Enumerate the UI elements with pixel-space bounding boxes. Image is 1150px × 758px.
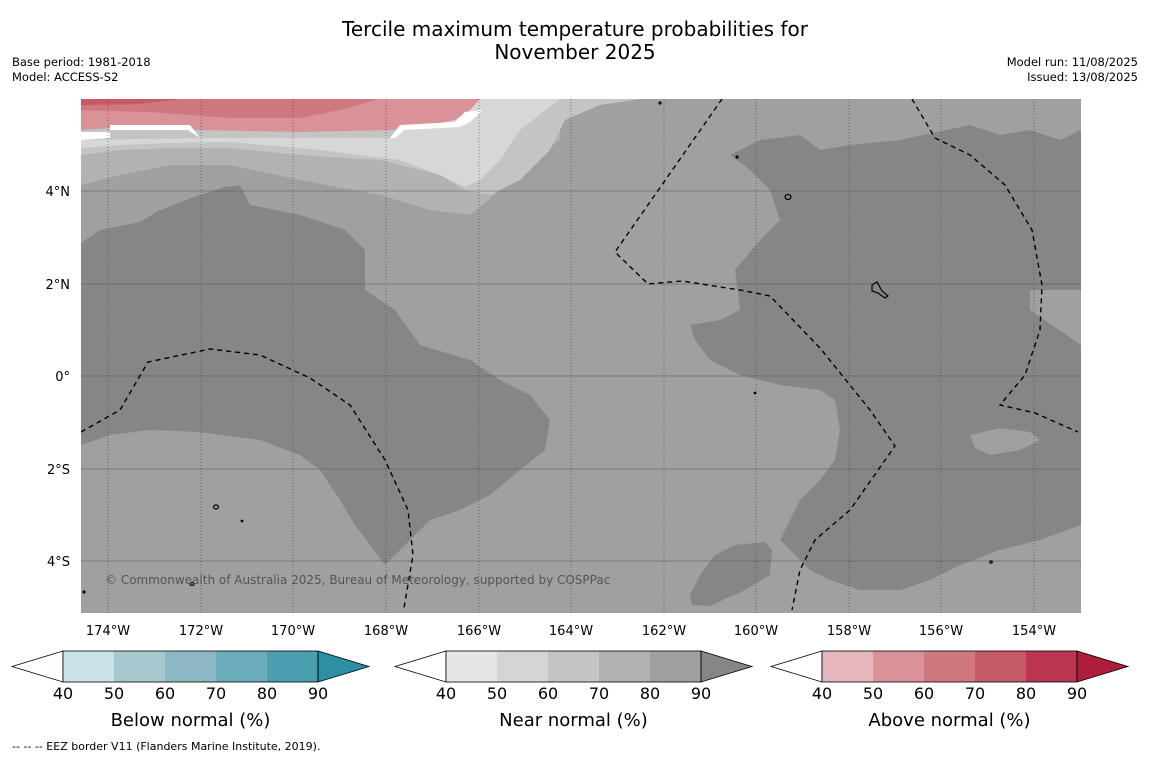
above-normal-60-70-region (81, 99, 380, 118)
near-normal-colorbar-tick: 90 (691, 684, 711, 703)
near-normal-70-80-south-patch (690, 542, 772, 606)
below-normal-colorbar-tick: 80 (257, 684, 277, 703)
lon-label-156w: 156°W (919, 624, 963, 639)
lon-label-170w: 170°W (271, 624, 315, 639)
below-normal-colorbar-tick: 40 (53, 684, 73, 703)
near-normal-colorbar-tick: 60 (538, 684, 558, 703)
lat-label-2n: 2°N (46, 278, 71, 293)
lon-label-154w: 154°W (1012, 624, 1056, 639)
longitude-labels: 174°W 172°W 170°W 168°W 166°W 164°W 162°… (86, 624, 1056, 639)
above-normal-colorbar-tick: 70 (965, 684, 985, 703)
eez-borders (81, 99, 1079, 611)
above-normal-colorbar-tick: 80 (1016, 684, 1036, 703)
chart-title: Tercile maximum temperature probabilitie… (0, 18, 1150, 64)
lat-label-4s: 4°S (47, 555, 70, 570)
lon-label-162w: 162°W (642, 624, 686, 639)
title-line-1: Tercile maximum temperature probabilitie… (342, 17, 808, 41)
above-normal-colorbar-segment (822, 651, 873, 682)
above-normal-colorbar-label: Above normal (%) (868, 710, 1030, 731)
lon-label-164w: 164°W (549, 624, 593, 639)
eez-footnote: -- -- -- EEZ border V11 (Flanders Marine… (12, 740, 321, 753)
below-normal-colorbar-segment (63, 651, 114, 682)
below-normal-colorbar-segment (114, 651, 165, 682)
copyright-notice: © Commonwealth of Australia 2025, Bureau… (105, 573, 610, 587)
above-normal-colorbar-segment (873, 651, 924, 682)
below-normal-colorbar-label: Below normal (%) (111, 710, 271, 731)
above-normal-colorbar-tick: 50 (863, 684, 883, 703)
above-normal-70-80-region (81, 99, 180, 105)
near-normal-70-80-east-region (690, 125, 1081, 590)
latitude-gridlines (81, 190, 1081, 562)
above-normal-colorbar-segment (1026, 651, 1077, 682)
below-normal-colorbar-segment (267, 651, 318, 682)
above-normal-colorbar-tick: 90 (1067, 684, 1087, 703)
colorbar-below-normal: 40 50 60 70 80 90 Below normal (%) (10, 650, 371, 731)
below-threshold-strip (81, 110, 482, 140)
lon-label-168w: 168°W (364, 624, 408, 639)
below-normal-colorbar-segment (216, 651, 267, 682)
near-normal-colorbar-segment (548, 651, 599, 682)
near-normal-colorbar-tick: 70 (589, 684, 609, 703)
lat-label-4n: 4°N (46, 185, 71, 200)
below-normal-colorbar-segment (165, 651, 216, 682)
below-normal-colorbar-tick: 90 (308, 684, 328, 703)
lon-label-166w: 166°W (457, 624, 501, 639)
near-normal-colorbar-segment (497, 651, 548, 682)
lon-label-172w: 172°W (179, 624, 223, 639)
near-normal-colorbar-tick: 50 (487, 684, 507, 703)
lat-label-2s: 2°S (47, 463, 70, 478)
lon-label-174w: 174°W (86, 624, 130, 639)
lat-label-0: 0° (55, 370, 70, 385)
near-normal-colorbar-segment (446, 651, 497, 682)
near-normal-colorbar-segment (599, 651, 650, 682)
latitude-labels: 4°N 2°N 0° 2°S 4°S (46, 185, 71, 570)
title-line-2: November 2025 (494, 40, 656, 64)
below-normal-colorbar-tick: 50 (104, 684, 124, 703)
base-period: Base period: 1981-2018 (12, 55, 151, 69)
lon-label-160w: 160°W (734, 624, 778, 639)
colorbar-near-normal: 40 50 60 70 80 90 Near normal (%) (393, 650, 754, 731)
model-info: Base period: 1981-2018 Model: ACCESS-S2 (12, 55, 151, 85)
near-normal-colorbar-tick: 40 (436, 684, 456, 703)
islands (82, 101, 993, 594)
lon-label-158w: 158°W (827, 624, 871, 639)
below-normal-colorbar-high-arrow (317, 650, 371, 683)
above-normal-colorbar-low-arrow (769, 650, 823, 683)
issued-date: Issued: 13/08/2025 (1027, 70, 1138, 84)
above-normal-colorbar-segment (924, 651, 975, 682)
map-fields: © Commonwealth of Australia 2025, Bureau… (81, 99, 1081, 613)
run-info: Model run: 11/08/2025 Issued: 13/08/2025 (1007, 55, 1138, 85)
near-normal-colorbar-high-arrow (700, 650, 754, 683)
above-normal-colorbar-tick: 40 (812, 684, 832, 703)
near-normal-colorbar-outline (445, 650, 702, 683)
below-normal-colorbar-tick: 70 (206, 684, 226, 703)
near-normal-colorbar-tick: 80 (640, 684, 660, 703)
colorbar-above-normal: 40 50 60 70 80 90 Above normal (%) (769, 650, 1130, 731)
model-name: Model: ACCESS-S2 (12, 70, 119, 84)
near-normal-colorbar-label: Near normal (%) (499, 710, 648, 731)
above-normal-colorbar-outline (821, 650, 1078, 683)
above-normal-colorbar-high-arrow (1076, 650, 1130, 683)
above-normal-colorbar-tick: 60 (914, 684, 934, 703)
model-run-date: Model run: 11/08/2025 (1006, 55, 1138, 69)
below-normal-colorbar-outline (62, 650, 319, 683)
near-normal-colorbar-segment (650, 651, 701, 682)
near-normal-colorbar-low-arrow (393, 650, 447, 683)
below-normal-colorbar-tick: 60 (155, 684, 175, 703)
above-normal-colorbar-segment (975, 651, 1026, 682)
near-normal-70-80-west-region (81, 185, 550, 565)
below-normal-colorbar-low-arrow (10, 650, 64, 683)
near-normal-60-70-patch (970, 428, 1040, 455)
